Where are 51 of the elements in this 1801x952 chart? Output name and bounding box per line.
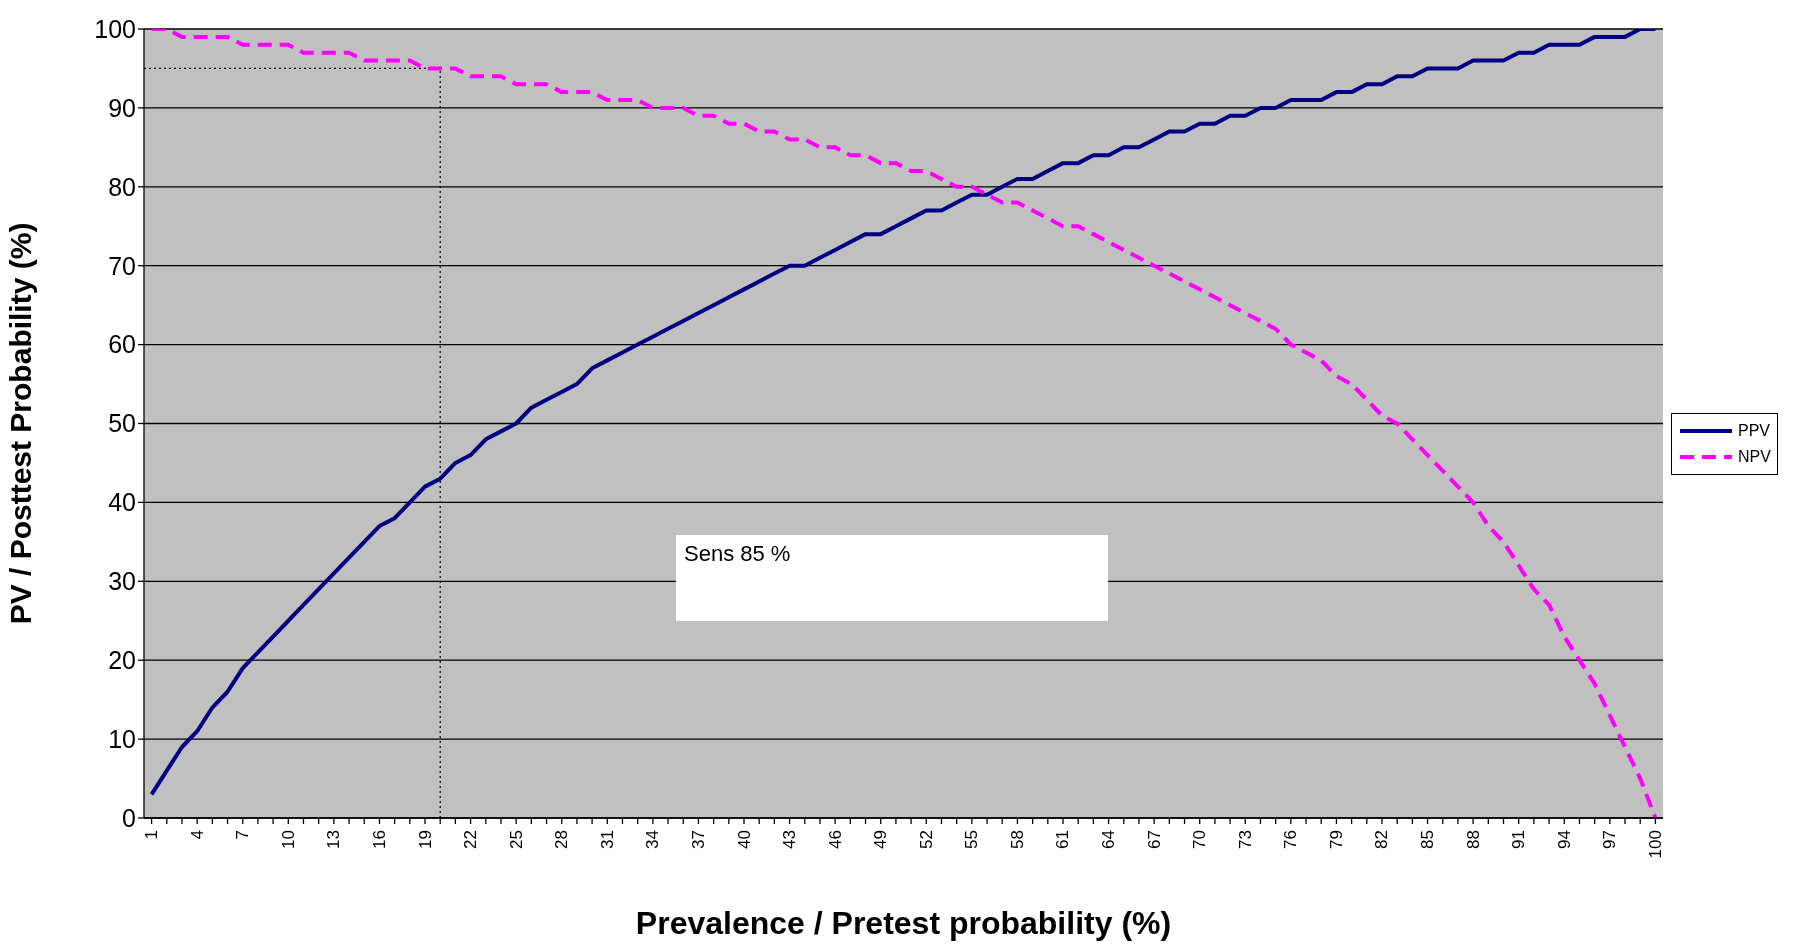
x-tick-label: 79 — [1326, 830, 1346, 849]
x-tick-label: 67 — [1144, 830, 1164, 849]
x-tick-label: 58 — [1007, 830, 1027, 849]
x-tick-label: 1 — [142, 830, 162, 840]
y-tick-label: 0 — [122, 803, 136, 832]
legend-label: NPV — [1738, 448, 1771, 466]
y-tick-label: 50 — [108, 409, 136, 438]
x-tick-label: 52 — [916, 830, 936, 849]
x-tick-label: 40 — [734, 830, 754, 849]
y-axis-title: PV / Posttest Probability (%) — [3, 222, 37, 625]
x-tick-label: 88 — [1463, 830, 1483, 849]
y-tick-label: 40 — [108, 488, 136, 517]
x-tick-label: 31 — [597, 830, 617, 849]
y-tick-label: 80 — [108, 172, 136, 201]
y-tick-label: 90 — [108, 93, 136, 122]
x-tick-label: 76 — [1281, 830, 1301, 849]
x-tick-label: 94 — [1554, 830, 1574, 849]
x-tick-label: 37 — [688, 830, 708, 849]
note-box: Sens 85 % — [676, 535, 1108, 621]
x-tick-label: 28 — [552, 830, 572, 849]
y-tick-label: 100 — [94, 14, 136, 43]
x-tick-label: 55 — [962, 830, 982, 849]
x-tick-label: 43 — [780, 830, 800, 849]
x-tick-label: 16 — [369, 830, 389, 849]
x-axis-title: Prevalence / Pretest probability (%) — [635, 905, 1172, 941]
x-tick-label: 22 — [461, 830, 481, 849]
x-tick-label: 13 — [324, 830, 344, 849]
x-tick-label: 73 — [1235, 830, 1255, 849]
x-tick-label: 64 — [1099, 830, 1119, 849]
x-tick-label: 82 — [1372, 830, 1392, 849]
x-tick-label: 91 — [1509, 830, 1529, 849]
x-tick-label: 100 — [1645, 830, 1665, 859]
x-tick-label: 25 — [506, 830, 526, 849]
x-tick-label: 61 — [1053, 830, 1073, 849]
y-tick-label: 70 — [108, 251, 136, 280]
x-tick-label: 19 — [415, 830, 435, 849]
x-tick-label: 10 — [278, 830, 298, 849]
x-tick-label: 34 — [643, 830, 663, 849]
x-tick-label: 46 — [825, 830, 845, 849]
x-tick-label: 49 — [871, 830, 891, 849]
x-tick-label: 97 — [1600, 830, 1620, 849]
annotation: Sens 85 % — [684, 541, 791, 567]
y-tick-label: 20 — [108, 646, 136, 675]
x-tick-label: 7 — [233, 830, 253, 840]
y-tick-label: 10 — [108, 724, 136, 753]
legend-label: PPV — [1738, 422, 1771, 440]
y-tick-label: 30 — [108, 567, 136, 596]
y-tick-label: 60 — [108, 330, 136, 359]
x-tick-label: 85 — [1418, 830, 1438, 849]
x-tick-label: 4 — [187, 830, 207, 840]
x-tick-label: 70 — [1190, 830, 1210, 849]
